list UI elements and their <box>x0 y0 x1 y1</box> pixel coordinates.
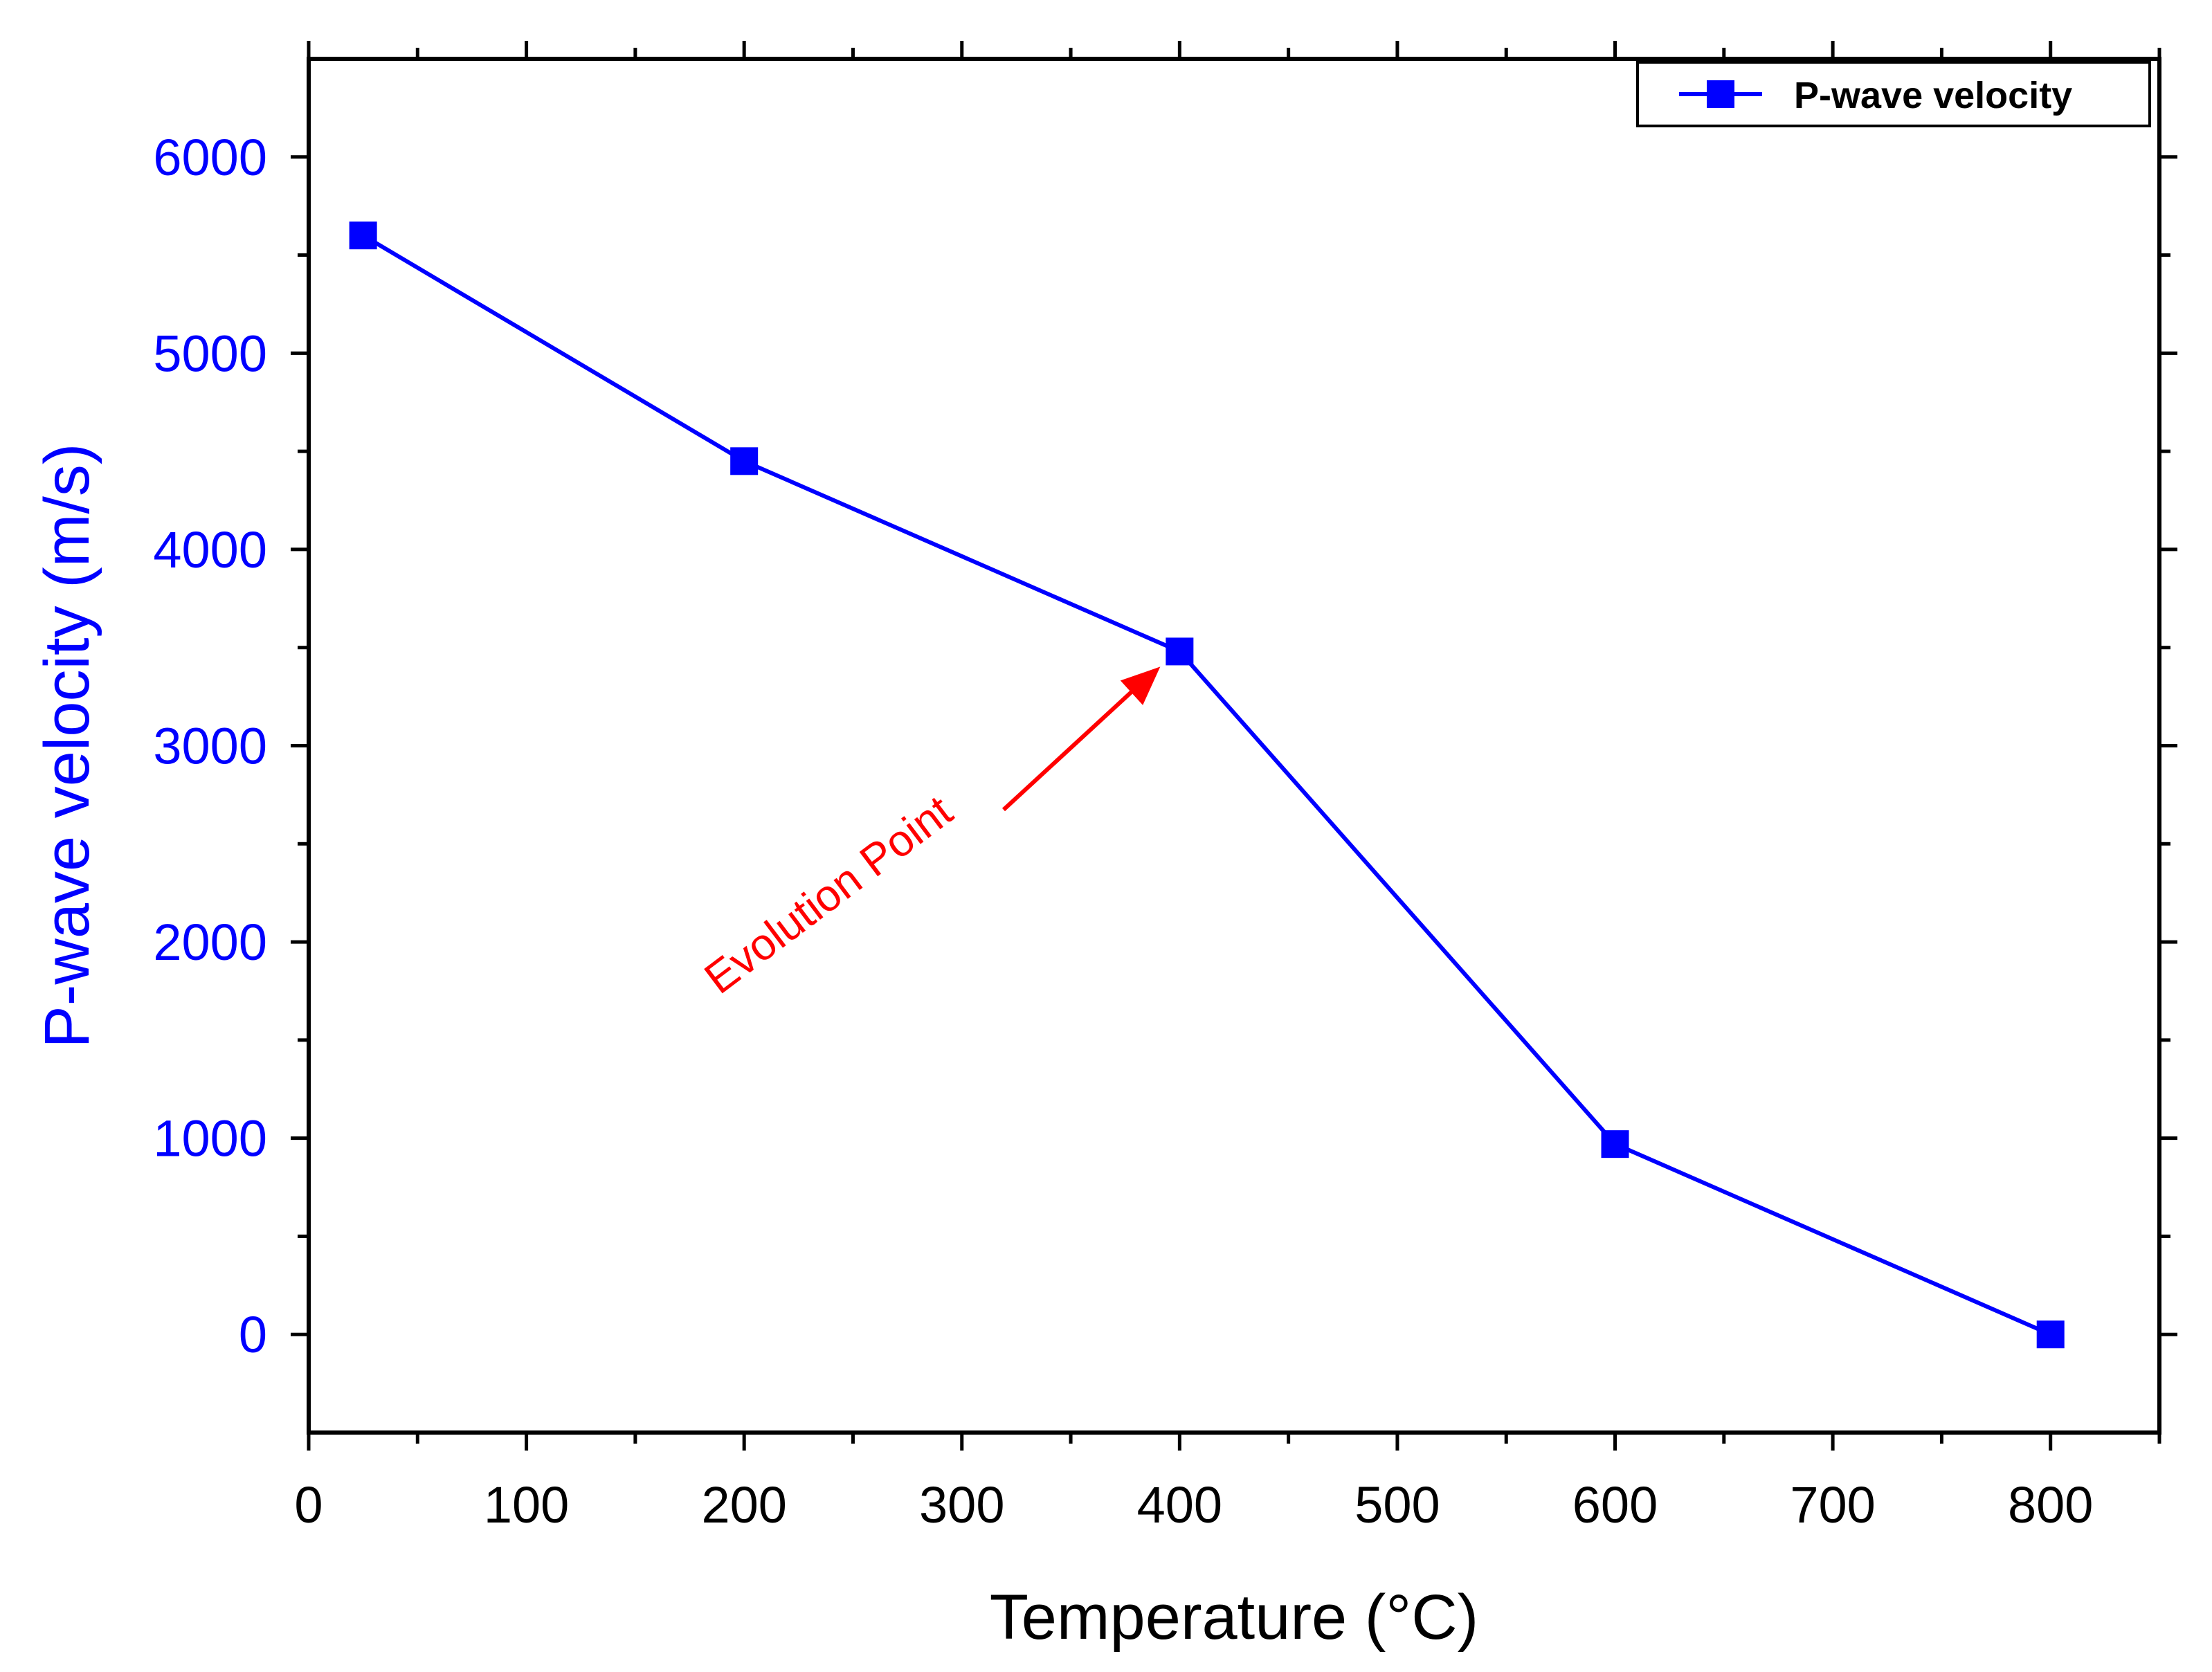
y-tick-label: 6000 <box>153 129 267 186</box>
y-tick-label: 2000 <box>153 914 267 971</box>
legend: P-wave velocity <box>1636 61 2151 127</box>
y-tick-label: 1000 <box>153 1110 267 1167</box>
y-tick-label: 5000 <box>153 325 267 382</box>
series-layer <box>349 221 2065 1349</box>
annotation-arrow-head-icon <box>1120 666 1161 705</box>
y-axis-title: P-wave velocity (m/s) <box>32 443 102 1048</box>
x-tick-label: 200 <box>701 1476 786 1534</box>
legend-entry-p-wave-velocity: P-wave velocity <box>1794 75 2072 116</box>
x-tick-label: 500 <box>1354 1476 1440 1534</box>
data-point-marker <box>2036 1320 2065 1349</box>
x-tick-label: 700 <box>1790 1476 1875 1534</box>
x-tick-label: 400 <box>1137 1476 1222 1534</box>
x-axis-title: Temperature (°C) <box>990 1582 1479 1653</box>
annotation-arrow-line <box>1001 682 1143 812</box>
y-tick-label: 3000 <box>153 718 267 775</box>
x-tick-label: 100 <box>484 1476 569 1534</box>
x-tick-label: 800 <box>2008 1476 2093 1534</box>
ticks-layer: 0 100 200 300 400 500 600 700 800 0 1000 2000 3000 40… <box>153 41 2177 1534</box>
data-point-marker <box>1601 1130 1629 1158</box>
data-point-marker <box>730 447 759 475</box>
legend-square-marker-icon <box>1707 80 1734 108</box>
x-tick-label: 0 <box>294 1476 323 1534</box>
y-tick-label: 0 <box>239 1306 267 1363</box>
x-tick-label: 600 <box>1572 1476 1658 1534</box>
x-tick-label: 300 <box>919 1476 1004 1534</box>
y-tick-label: 4000 <box>153 521 267 579</box>
data-point-marker <box>1166 637 1194 666</box>
plot-frame <box>307 57 2161 1435</box>
data-point-marker <box>349 221 377 250</box>
